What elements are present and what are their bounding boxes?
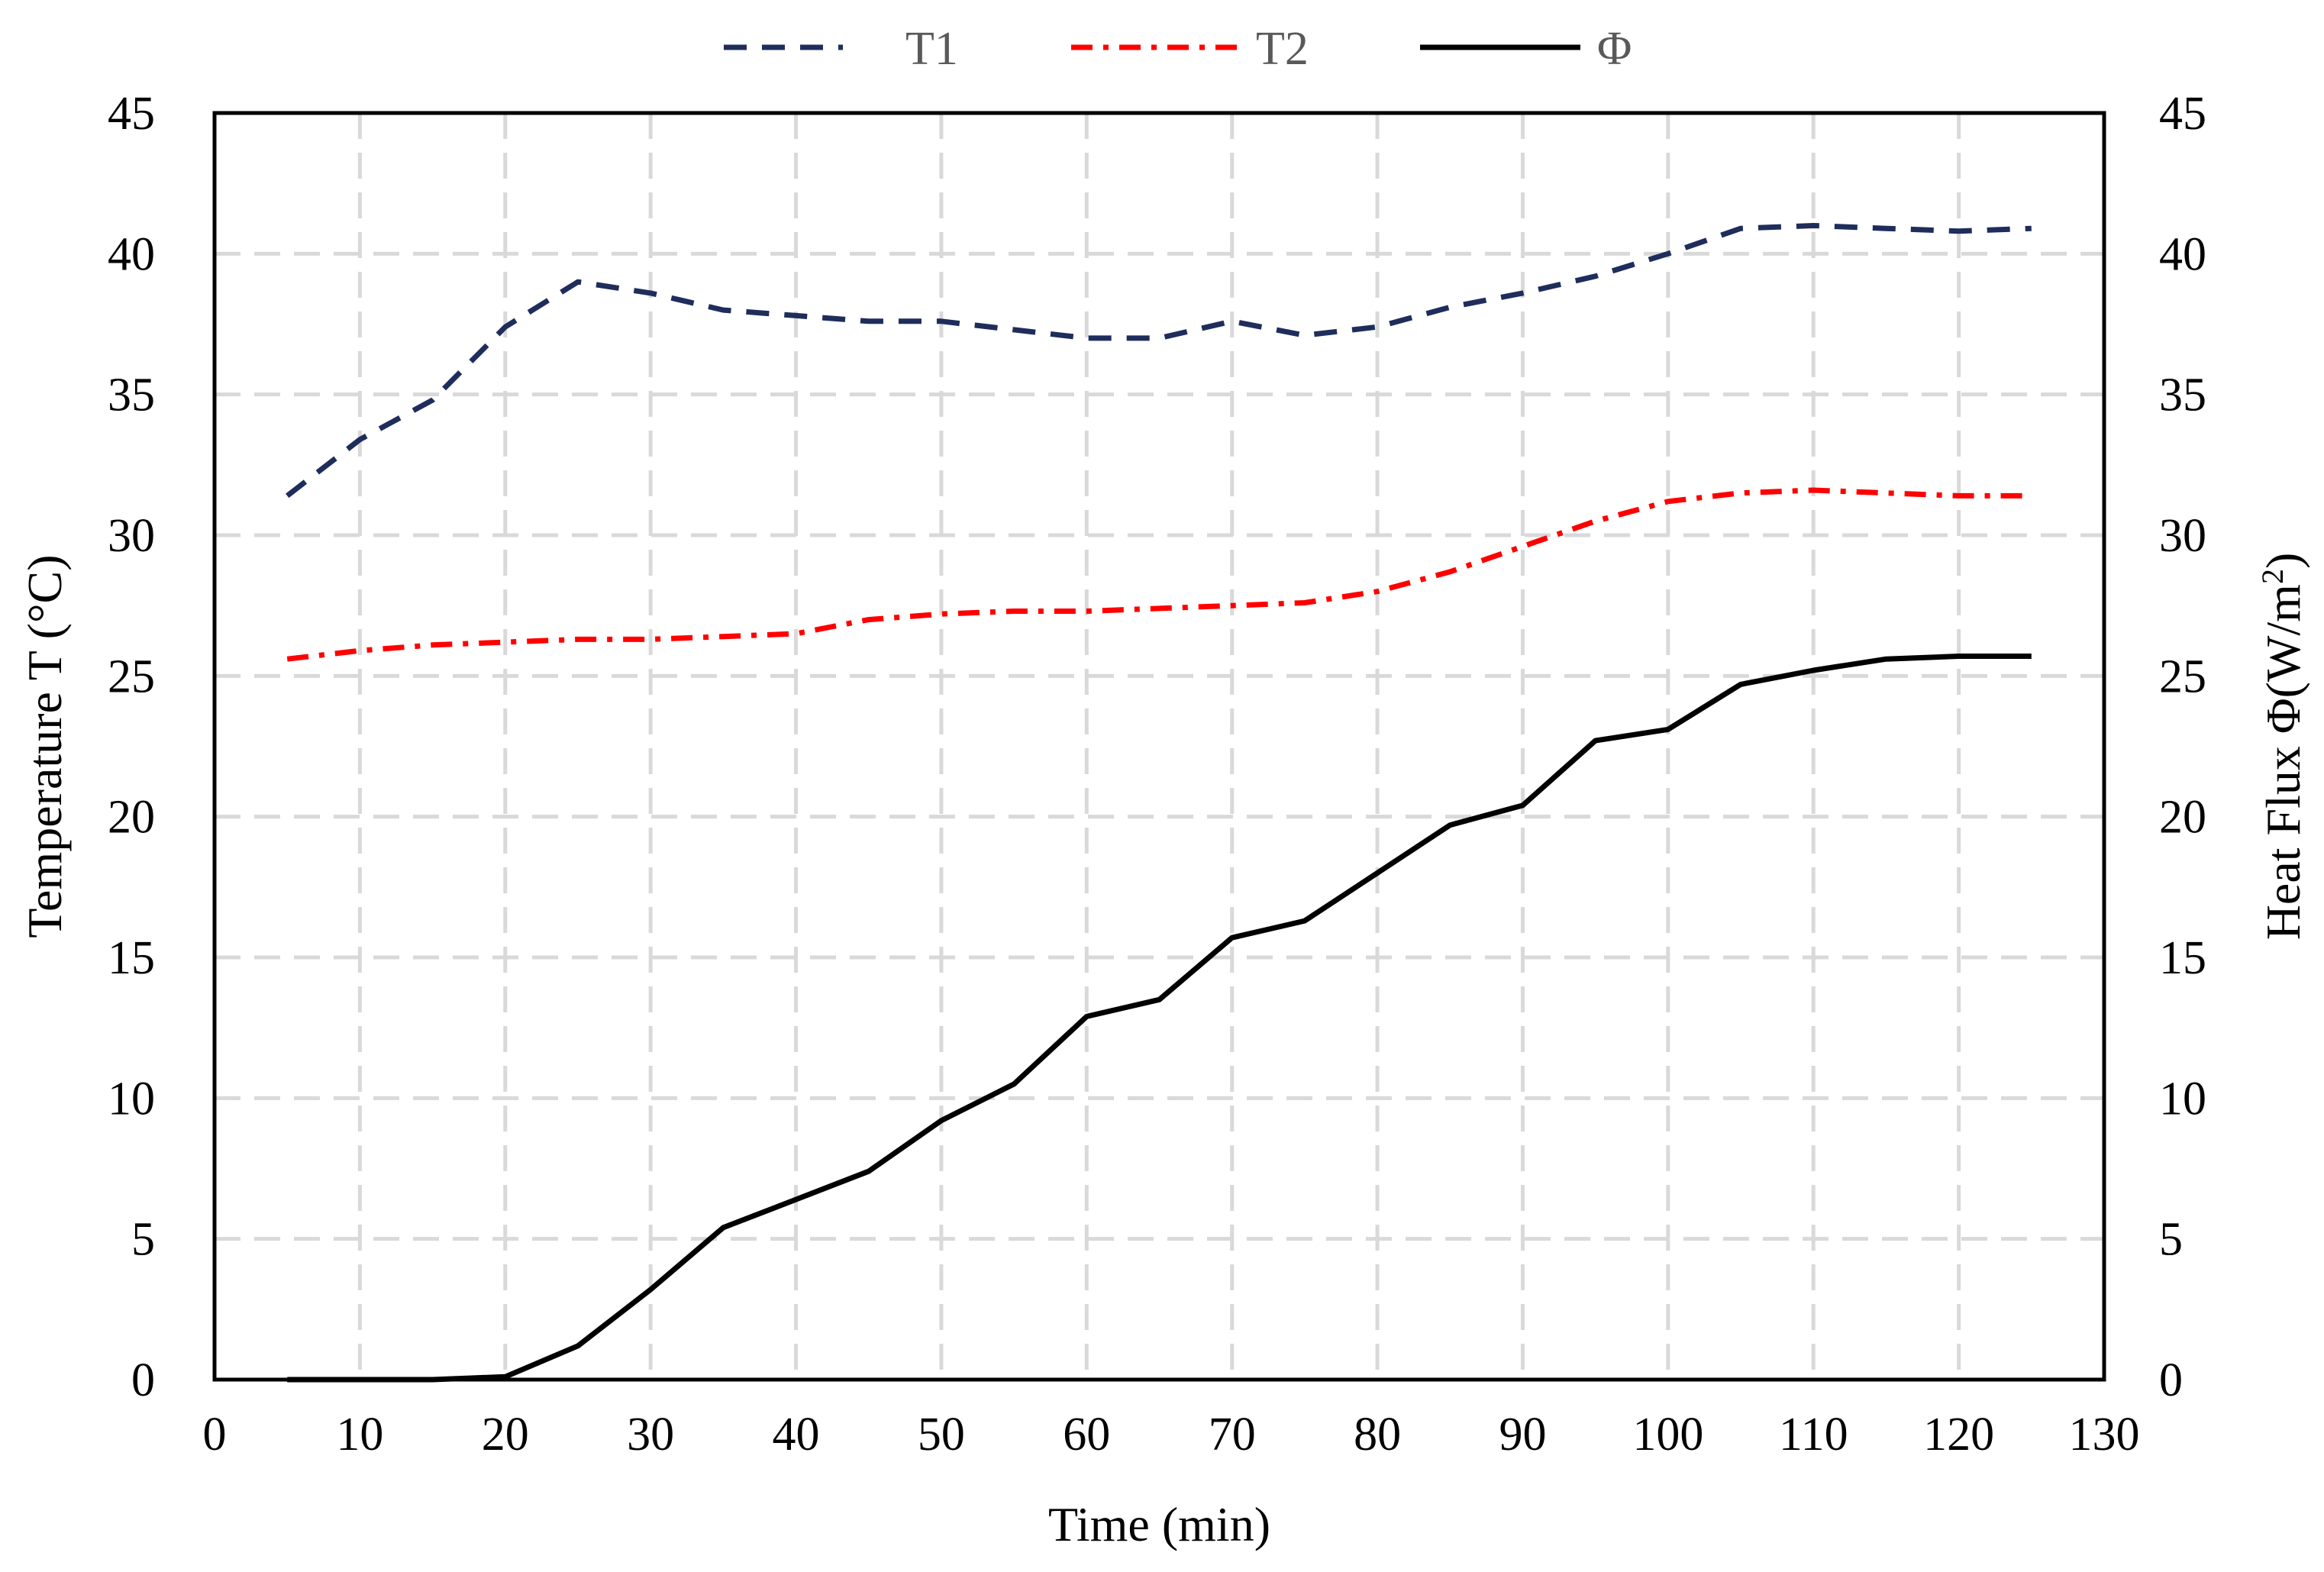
series-line-T2 — [286, 487, 2032, 662]
legend-label: T2 — [1256, 23, 1309, 75]
legend-label: T1 — [905, 23, 958, 75]
y2-tick-label: 35 — [2159, 370, 2206, 421]
x-tick-label: 120 — [1923, 1409, 1994, 1461]
y-tick-label: 20 — [108, 792, 155, 844]
x-tick-label: 20 — [482, 1409, 529, 1461]
y-tick-label: 30 — [108, 510, 155, 562]
y-tick-label: 35 — [108, 370, 155, 421]
y-tick-label: 15 — [108, 932, 155, 984]
y-tick-label: 10 — [108, 1073, 155, 1125]
y2-axis-title-suffix: ) — [2256, 553, 2310, 569]
series-lines — [286, 223, 2032, 1383]
y2-tick-label: 15 — [2159, 932, 2206, 984]
x-tick-label: 60 — [1063, 1409, 1110, 1461]
y2-tick-label: 0 — [2159, 1354, 2183, 1406]
y2-tick-label: 40 — [2159, 228, 2206, 280]
y-axis-ticks: 0 5 10 15 20 25 30 35 40 45 — [108, 88, 155, 1406]
x-tick-label: 30 — [627, 1409, 674, 1461]
series-line-T1 — [286, 223, 2032, 499]
y2-tick-label: 45 — [2159, 88, 2206, 140]
y2-axis-title-prefix: Heat Flux Φ(W/m — [2256, 584, 2310, 940]
x-axis-title: Time (min) — [1048, 1497, 1270, 1551]
x-tick-label: 50 — [918, 1409, 965, 1461]
y2-tick-label: 30 — [2159, 510, 2206, 562]
y2-tick-label: 25 — [2159, 650, 2206, 702]
x-tick-label: 70 — [1209, 1409, 1256, 1461]
legend-item: T1 — [724, 23, 958, 75]
x-tick-label: 110 — [1779, 1409, 1848, 1461]
y2-tick-label: 10 — [2159, 1073, 2206, 1125]
x-axis-ticks: 0 10 20 30 40 50 60 70 80 90 100 110 120 130 — [203, 1409, 2140, 1461]
y-tick-label: 0 — [131, 1354, 155, 1406]
legend: T1 T2 Φ — [724, 23, 1632, 75]
x-tick-label: 90 — [1499, 1409, 1546, 1461]
y2-axis-ticks: 0 5 10 15 20 25 30 35 40 45 — [2159, 88, 2206, 1406]
y2-axis-title: Heat Flux Φ(W/m2) — [2255, 553, 2311, 941]
x-tick-label: 10 — [336, 1409, 383, 1461]
x-tick-label: 40 — [773, 1409, 820, 1461]
y-tick-label: 40 — [108, 228, 155, 280]
x-tick-label: 80 — [1354, 1409, 1401, 1461]
y-tick-label: 25 — [108, 650, 155, 702]
grid-lines — [215, 113, 2104, 1380]
y2-axis-title-superscript: 2 — [2255, 569, 2290, 584]
legend-item: Φ — [1420, 23, 1632, 75]
legend-item: T2 — [1071, 23, 1309, 75]
x-tick-label: 100 — [1632, 1409, 1703, 1461]
y-axis-title: Temperature T (°C) — [18, 554, 72, 938]
y2-tick-label: 5 — [2159, 1214, 2183, 1266]
y-tick-label: 5 — [131, 1214, 155, 1266]
y2-tick-label: 20 — [2159, 792, 2206, 844]
series-line-Φ — [287, 654, 2032, 1383]
x-tick-label: 130 — [2069, 1409, 2140, 1461]
legend-label: Φ — [1597, 23, 1632, 75]
x-tick-label: 0 — [203, 1409, 227, 1461]
y-tick-label: 45 — [108, 88, 155, 140]
plot-area-frame — [212, 111, 2106, 1382]
